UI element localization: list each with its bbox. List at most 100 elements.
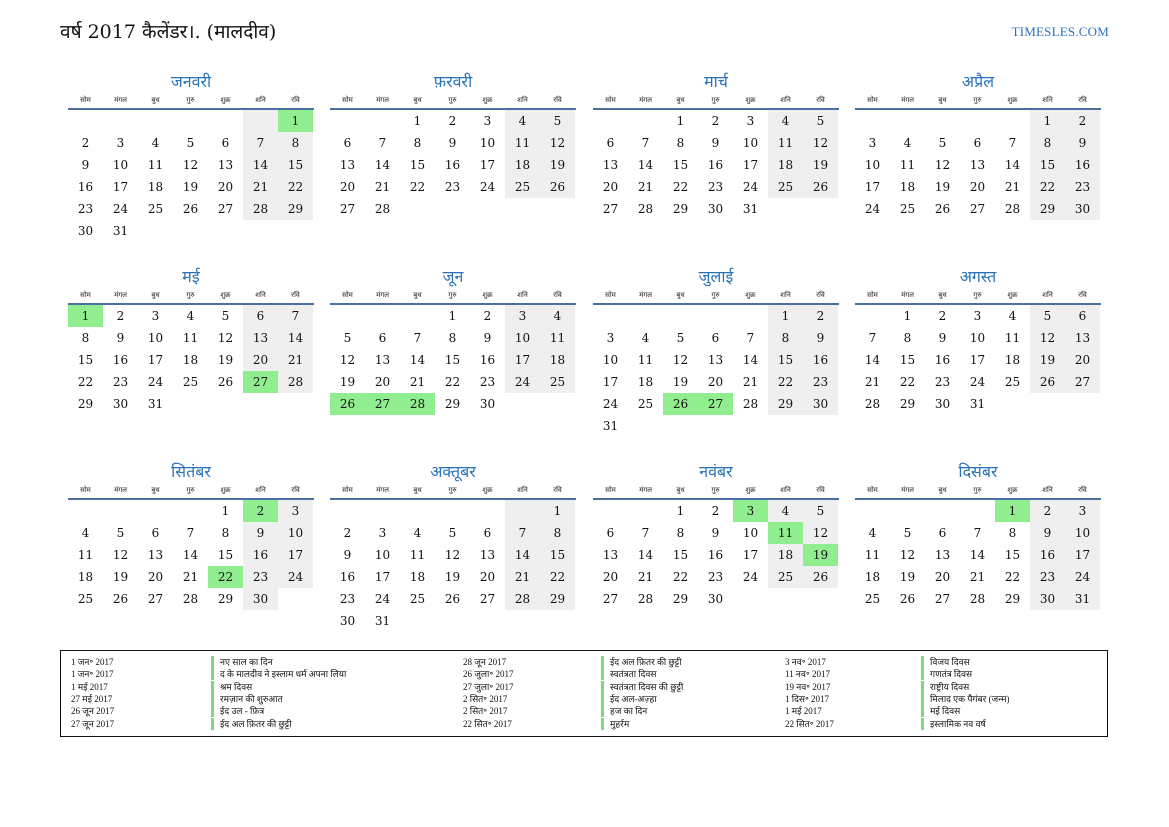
day-cell[interactable]: 29 [768,393,803,415]
day-cell[interactable]: 24 [602,397,619,411]
day-cell[interactable]: 26 [803,176,838,198]
day-cell[interactable]: 18 [637,375,654,389]
day-cell[interactable]: 28 [637,202,654,216]
day-cell[interactable]: 3 [151,309,160,323]
day-cell[interactable]: 16 [1030,544,1065,566]
day-cell[interactable]: 28 [374,202,391,216]
day-cell[interactable]: 5 [540,110,575,132]
day-cell[interactable]: 7 [243,132,278,154]
day-cell[interactable]: 20 [217,180,234,194]
day-cell[interactable]: 8 [903,331,912,345]
day-cell[interactable]: 15 [217,548,234,562]
day-cell[interactable]: 6 [711,331,720,345]
day-cell[interactable]: 16 [803,349,838,371]
day-cell[interactable]: 28 [400,393,435,415]
day-cell[interactable]: 4 [540,305,575,327]
day-cell[interactable]: 4 [903,136,912,150]
day-cell[interactable]: 28 [182,592,199,606]
day-cell[interactable]: 30 [479,397,496,411]
day-cell[interactable]: 1 [448,309,457,323]
day-cell[interactable]: 4 [1008,309,1017,323]
day-cell[interactable]: 7 [278,305,313,327]
day-cell[interactable]: 27 [479,592,496,606]
day-cell[interactable]: 1 [676,114,685,128]
day-cell[interactable]: 2 [711,504,720,518]
day-cell[interactable]: 9 [81,158,90,172]
day-cell[interactable]: 14 [278,327,313,349]
day-cell[interactable]: 23 [479,375,496,389]
day-cell[interactable]: 9 [343,548,352,562]
day-cell[interactable]: 26 [444,592,461,606]
day-cell[interactable]: 7 [1008,136,1017,150]
day-cell[interactable]: 29 [1030,198,1065,220]
day-cell[interactable]: 18 [409,570,426,584]
day-cell[interactable]: 24 [969,375,986,389]
day-cell[interactable]: 25 [409,592,426,606]
day-cell[interactable]: 12 [217,331,234,345]
day-cell[interactable]: 26 [899,592,916,606]
day-cell[interactable]: 5 [186,136,195,150]
day-cell[interactable]: 5 [903,526,912,540]
day-cell[interactable]: 31 [1065,588,1100,610]
day-cell[interactable]: 23 [707,570,724,584]
day-cell[interactable]: 3 [483,114,492,128]
day-cell[interactable]: 23 [1065,176,1100,198]
day-cell[interactable]: 18 [147,180,164,194]
day-cell[interactable]: 19 [217,353,234,367]
day-cell[interactable]: 19 [1030,349,1065,371]
day-cell[interactable]: 16 [444,158,461,172]
day-cell[interactable]: 19 [803,544,838,566]
day-cell[interactable]: 4 [641,331,650,345]
day-cell[interactable]: 22 [77,375,94,389]
day-cell[interactable]: 18 [182,353,199,367]
day-cell[interactable]: 25 [768,566,803,588]
day-cell[interactable]: 20 [339,180,356,194]
day-cell[interactable]: 6 [343,136,352,150]
day-cell[interactable]: 29 [444,397,461,411]
day-cell[interactable]: 20 [374,375,391,389]
day-cell[interactable]: 5 [448,526,457,540]
day-cell[interactable]: 9 [1065,132,1100,154]
day-cell[interactable]: 25 [182,375,199,389]
day-cell[interactable]: 26 [934,202,951,216]
day-cell[interactable]: 17 [505,349,540,371]
day-cell[interactable]: 11 [147,158,164,172]
day-cell[interactable]: 14 [182,548,199,562]
day-cell[interactable]: 22 [409,180,426,194]
day-cell[interactable]: 11 [768,522,803,544]
day-cell[interactable]: 28 [1004,202,1021,216]
day-cell[interactable]: 18 [77,570,94,584]
day-cell[interactable]: 7 [641,526,650,540]
day-cell[interactable]: 27 [147,592,164,606]
day-cell[interactable]: 10 [112,158,129,172]
day-cell[interactable]: 30 [803,393,838,415]
day-cell[interactable]: 7 [505,522,540,544]
day-cell[interactable]: 14 [243,154,278,176]
day-cell[interactable]: 20 [707,375,724,389]
day-cell[interactable]: 24 [147,375,164,389]
day-cell[interactable]: 11 [540,327,575,349]
day-cell[interactable]: 4 [505,110,540,132]
day-cell[interactable]: 23 [1030,566,1065,588]
day-cell[interactable]: 9 [1030,522,1065,544]
day-cell[interactable]: 12 [934,158,951,172]
day-cell[interactable]: 30 [1030,588,1065,610]
day-cell[interactable]: 1 [676,504,685,518]
day-cell[interactable]: 24 [864,202,881,216]
day-cell[interactable]: 16 [479,353,496,367]
day-cell[interactable]: 6 [606,136,615,150]
day-cell[interactable]: 12 [803,132,838,154]
day-cell[interactable]: 16 [707,158,724,172]
day-cell[interactable]: 18 [540,349,575,371]
day-cell[interactable]: 3 [1065,500,1100,522]
day-cell[interactable]: 13 [374,353,391,367]
day-cell[interactable]: 15 [672,158,689,172]
day-cell[interactable]: 20 [147,570,164,584]
day-cell[interactable]: 7 [973,526,982,540]
day-cell[interactable]: 21 [374,180,391,194]
day-cell[interactable]: 14 [864,353,881,367]
day-cell[interactable]: 26 [330,393,365,415]
day-cell[interactable]: 11 [637,353,654,367]
day-cell[interactable]: 29 [217,592,234,606]
day-cell[interactable]: 30 [77,224,94,238]
